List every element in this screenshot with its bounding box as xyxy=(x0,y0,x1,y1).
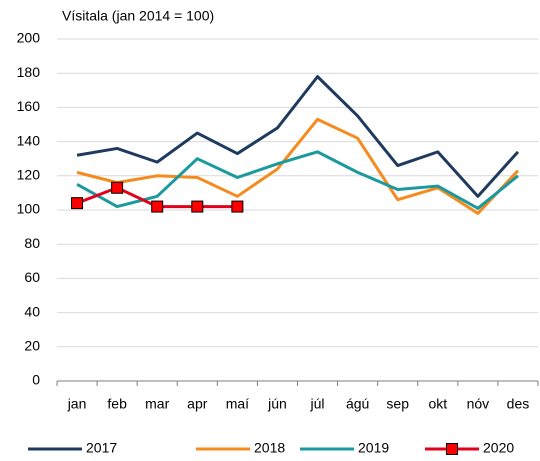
x-tick-label: apr xyxy=(187,396,208,412)
y-tick-label: 80 xyxy=(24,235,40,251)
legend-marker xyxy=(446,443,458,455)
y-tick-label: 20 xyxy=(24,338,40,354)
line-2017 xyxy=(76,75,520,198)
marker xyxy=(111,181,124,194)
marker xyxy=(231,200,244,213)
marker xyxy=(191,200,204,213)
legend-label: 2017 xyxy=(86,440,117,456)
legend-label: 2020 xyxy=(483,440,514,456)
x-tick-label: jan xyxy=(67,396,87,412)
line-2019 xyxy=(76,150,519,210)
y-tick-label: 40 xyxy=(24,303,40,319)
y-tick-label: 180 xyxy=(17,64,41,80)
y-tick-label: 120 xyxy=(17,167,41,183)
marker xyxy=(151,200,164,213)
chart-title: Vísitala (jan 2014 = 100) xyxy=(62,8,214,24)
y-tick-label: 100 xyxy=(17,201,41,217)
x-tick-label: feb xyxy=(107,396,127,412)
y-tick-label: 0 xyxy=(32,372,40,388)
x-tick-label: mar xyxy=(145,396,169,412)
legend-label: 2018 xyxy=(254,440,285,456)
x-tick-label: des xyxy=(507,396,530,412)
x-tick-label: nóv xyxy=(467,396,490,412)
legend-label: 2019 xyxy=(358,440,389,456)
y-tick-label: 140 xyxy=(17,132,41,148)
x-tick-label: maí xyxy=(226,396,249,412)
x-tick-label: júl xyxy=(310,396,325,412)
x-tick-label: okt xyxy=(428,396,447,412)
x-tick-label: ágú xyxy=(346,396,369,412)
x-tick-label: sep xyxy=(386,396,409,412)
y-tick-label: 200 xyxy=(17,30,41,46)
x-tick-label: jún xyxy=(267,396,287,412)
y-tick-label: 160 xyxy=(17,98,41,114)
line-2018 xyxy=(76,117,520,215)
y-tick-label: 60 xyxy=(24,269,40,285)
marker xyxy=(71,197,84,210)
